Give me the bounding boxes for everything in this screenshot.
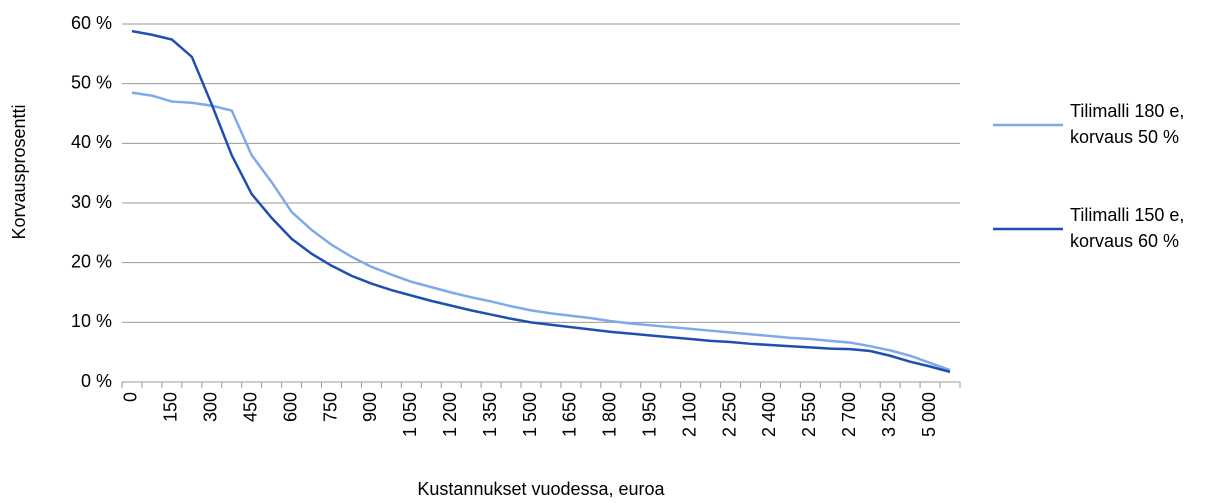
legend-label: Tilimalli 150 e, korvaus 60 % <box>1070 205 1185 251</box>
y-tick-label: 10 % <box>71 311 112 331</box>
y-tick-label: 30 % <box>71 192 112 212</box>
series-line <box>131 29 951 374</box>
x-tick-label: 1 800 <box>600 392 620 437</box>
legend-label: Tilimalli 180 e, korvaus 50 % <box>1070 101 1185 147</box>
x-tick-label: 2 550 <box>799 392 819 437</box>
y-tick-label: 50 % <box>71 72 112 92</box>
x-tick-label: 600 <box>280 392 300 422</box>
x-tick-label: 1 050 <box>400 392 420 437</box>
x-tick-label: 1 950 <box>639 392 659 437</box>
x-tick-label: 150 <box>161 392 181 422</box>
x-axis-label: Kustannukset vuodessa, euroa <box>417 479 665 499</box>
y-tick-label: 60 % <box>71 13 112 33</box>
x-tick-label: 1 500 <box>520 392 540 437</box>
x-tick-label: 2 400 <box>759 392 779 437</box>
x-tick-label: 300 <box>201 392 221 422</box>
x-tick-label: 2 700 <box>839 392 859 437</box>
x-tick-label: 2 250 <box>719 392 739 437</box>
x-tick-label: 1 650 <box>560 392 580 437</box>
x-tick-label: 900 <box>360 392 380 422</box>
x-tick-label: 5 000 <box>919 392 939 437</box>
x-tick-label: 3 250 <box>879 392 899 437</box>
x-tick-label: 1 200 <box>440 392 460 437</box>
y-axis-label: Korvausprosentti <box>9 104 29 239</box>
x-tick-label: 750 <box>320 392 340 422</box>
series-line <box>131 91 951 372</box>
x-tick-label: 0 <box>121 392 141 402</box>
x-tick-label: 2 100 <box>679 392 699 437</box>
y-tick-label: 0 % <box>81 371 112 391</box>
y-tick-label: 40 % <box>71 132 112 152</box>
y-tick-label: 20 % <box>71 251 112 271</box>
x-tick-label: 1 350 <box>480 392 500 437</box>
x-tick-label: 450 <box>240 392 260 422</box>
